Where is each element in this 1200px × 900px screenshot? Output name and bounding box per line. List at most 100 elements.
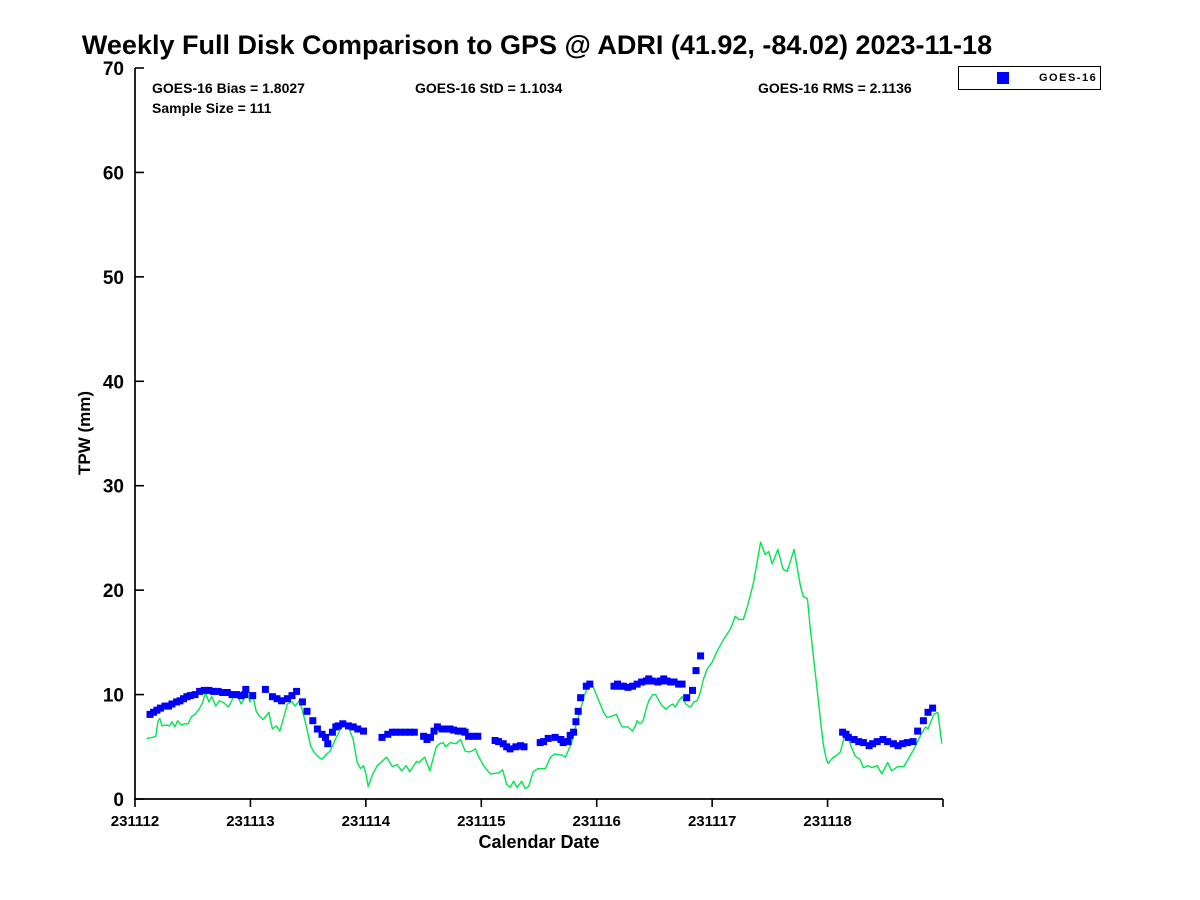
goes-marker	[469, 732, 477, 740]
legend-label: GOES-16	[1039, 72, 1098, 84]
goes-marker	[586, 680, 594, 688]
goes-marker	[450, 726, 458, 734]
goes-marker	[559, 739, 567, 747]
goes-marker	[929, 704, 937, 712]
goes-marker	[430, 727, 438, 735]
goes-marker	[461, 728, 469, 736]
goes-marker	[909, 738, 917, 746]
goes-marker	[410, 728, 418, 736]
goes-marker	[903, 739, 911, 747]
y-tick-label: 10	[103, 686, 124, 707]
y-tick-label: 20	[103, 581, 124, 602]
goes-marker	[859, 739, 867, 747]
goes-marker	[214, 687, 222, 695]
goes-marker	[196, 687, 204, 695]
goes-marker	[850, 736, 858, 743]
goes-marker	[168, 700, 176, 708]
goes-marker	[219, 689, 227, 696]
goes-marker	[401, 728, 409, 736]
goes-marker	[360, 727, 367, 735]
goes-marker	[574, 707, 582, 715]
goes-marker	[228, 691, 236, 699]
x-tick-label: 231114	[342, 813, 391, 830]
goes-marker	[200, 686, 208, 694]
x-tick-label: 231112	[111, 813, 159, 830]
goes-marker	[572, 718, 580, 726]
goes-marker	[894, 742, 902, 750]
goes-marker	[692, 667, 700, 675]
goes-marker	[633, 680, 641, 688]
x-tick-label: 231115	[457, 813, 505, 830]
goes-marker	[303, 707, 311, 715]
y-tick-label: 50	[103, 268, 124, 289]
goes-marker	[844, 733, 852, 741]
stat-rms: GOES-16 RMS = 2.1136	[758, 80, 912, 96]
goes-marker	[551, 733, 559, 741]
x-axis-label: Calendar Date	[478, 832, 600, 852]
goes-marker	[465, 732, 473, 740]
x-tick-label: 231116	[573, 813, 621, 830]
goes-marker	[869, 740, 877, 748]
goes-marker	[384, 730, 392, 738]
legend: GOES-16	[958, 66, 1101, 90]
goes-marker	[873, 738, 881, 746]
goes-marker	[249, 692, 257, 700]
legend-marker-icon	[997, 72, 1009, 84]
x-tick-label: 231118	[803, 813, 851, 830]
goes-marker	[689, 686, 696, 694]
goes-marker	[392, 728, 400, 736]
goes-marker	[427, 733, 434, 741]
goes-marker	[210, 687, 217, 695]
goes-marker	[273, 695, 281, 703]
goes-marker	[309, 717, 317, 725]
goes-marker	[397, 728, 404, 736]
goes-marker	[433, 723, 441, 731]
goes-marker	[544, 734, 552, 742]
goes-marker	[442, 725, 449, 733]
goes-marker	[334, 722, 342, 730]
goes-marker	[683, 694, 691, 702]
y-tick-label: 0	[113, 790, 124, 811]
goes-marker	[223, 689, 231, 696]
goes-marker	[268, 693, 276, 701]
goes-marker	[638, 678, 646, 686]
goes-marker	[884, 738, 892, 746]
gps-line	[146, 541, 943, 790]
goes-marker	[156, 704, 164, 712]
x-tick-label: 231117	[688, 813, 736, 830]
goes-marker	[354, 725, 362, 733]
goes-marker	[261, 685, 269, 693]
stat-sample-size: Sample Size = 111	[152, 100, 272, 116]
goes-marker	[328, 728, 336, 736]
goes-marker	[345, 722, 352, 730]
goes-marker	[506, 745, 514, 753]
goes-marker	[322, 733, 329, 741]
goes-marker	[339, 720, 347, 728]
goes-marker	[288, 692, 296, 700]
goes-marker	[283, 695, 291, 703]
goes-marker	[889, 740, 897, 748]
goes-marker	[540, 738, 548, 746]
goes-marker	[278, 697, 286, 705]
goes-marker	[855, 738, 863, 746]
goes-marker	[919, 717, 927, 725]
goes-marker	[241, 691, 249, 699]
goes-marker	[678, 680, 686, 688]
goes-marker	[293, 687, 301, 695]
y-tick-label: 70	[103, 59, 124, 80]
goes-marker	[324, 740, 332, 748]
goes-marker	[697, 652, 705, 660]
goes-marker	[629, 682, 636, 690]
goes-marker	[914, 727, 922, 735]
y-tick-label: 40	[103, 372, 124, 393]
goes-marker	[378, 733, 386, 741]
stat-std: GOES-16 StD = 1.1034	[415, 80, 563, 96]
goes-marker	[899, 740, 907, 748]
goes-marker	[670, 678, 678, 686]
goes-marker	[648, 677, 656, 685]
y-tick-label: 60	[103, 163, 124, 184]
chart-title: Weekly Full Disk Comparison to GPS @ ADR…	[81, 30, 993, 60]
goes-marker	[512, 743, 520, 751]
